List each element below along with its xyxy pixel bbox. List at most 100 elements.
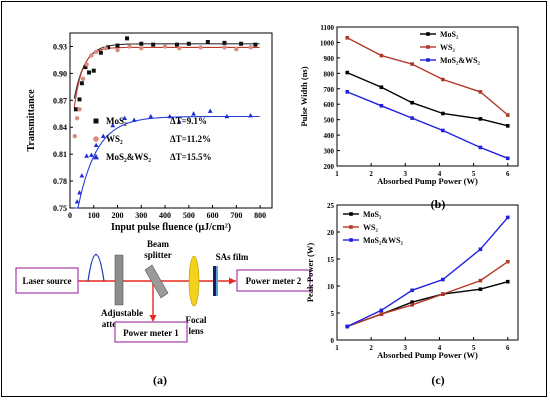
x-tick-label: 5 <box>472 170 476 178</box>
attenuator-plate-icon <box>114 254 124 306</box>
panel-label-a: (a) <box>153 373 167 387</box>
legend-delta-t: ΔT=9.1% <box>170 116 207 126</box>
legend-label: MoS₂&WS₂ <box>363 236 404 245</box>
legend-marker <box>349 212 353 216</box>
x-tick-label: 3 <box>404 344 408 352</box>
chart-pulse-width: 1 2 3 4 5 6 200 300 400 500 600 700 800 900 1000 1100 Ab… <box>299 24 519 186</box>
plot-frame <box>336 26 519 167</box>
y-tick-label: 0.84 <box>53 123 67 132</box>
power-meter-1-box <box>114 321 188 343</box>
x-tick-label: 6 <box>506 170 510 178</box>
data-point-square <box>115 43 120 48</box>
x-tick-label: 500 <box>183 211 195 220</box>
beam-label: Beam <box>147 239 169 249</box>
x-tick-label: 2 <box>369 170 373 178</box>
data-point-circle <box>103 46 108 51</box>
legend-label: MoS₂ <box>106 116 127 126</box>
x-tick-label: 200 <box>112 211 124 220</box>
legend-marker <box>349 225 353 229</box>
series-point <box>441 128 445 133</box>
data-point-square <box>77 97 82 102</box>
x-tick-label: 2 <box>369 344 373 352</box>
data-point-triangle <box>248 112 254 118</box>
y-tick-label: 400 <box>324 132 335 140</box>
legend-label: MoS₂&WS₂ <box>106 152 151 162</box>
y-tick-label: 10 <box>327 283 335 291</box>
data-point-triangle <box>224 113 230 119</box>
x-tick-label: 700 <box>230 211 242 220</box>
series-point <box>379 312 384 316</box>
y-tick-label: 800 <box>324 70 335 78</box>
legend-label: MoS₂&WS₂ <box>440 56 481 65</box>
y-tick-label: 0.87 <box>53 96 67 105</box>
legend-delta-t: ΔT=15.5% <box>170 152 212 162</box>
plot-frame <box>69 32 273 209</box>
data-point-square <box>106 45 111 50</box>
series-point <box>379 53 384 58</box>
panel-label-c: (c) <box>431 373 444 387</box>
data-point-triangle <box>93 142 99 147</box>
series-point <box>441 111 445 116</box>
y-tick-label: 500 <box>324 117 335 125</box>
series-line <box>346 91 509 159</box>
power-meter-1-label: Power meter 1 <box>123 328 179 338</box>
series-point <box>478 278 483 283</box>
data-point-triangle <box>100 133 106 139</box>
laser-source-box <box>15 267 79 294</box>
legend-delta-t: ΔT=11.2% <box>170 134 211 144</box>
legend-marker <box>93 118 99 124</box>
series-point <box>505 113 510 117</box>
chart-peak-power: 1 2 3 4 5 6 0 5 10 15 20 25 Absorbed Pump Power (W) P… <box>305 202 519 360</box>
y-tick-label: 5 <box>331 310 335 318</box>
series-point <box>410 288 414 293</box>
series-point <box>379 85 384 90</box>
x-tick-label: 600 <box>207 211 219 220</box>
series-point <box>379 308 384 313</box>
y-tick-label: 200 <box>324 163 335 171</box>
series-point <box>478 90 483 94</box>
data-point-circle <box>127 44 132 49</box>
panel-label-b: (b) <box>431 197 446 211</box>
data-point-square <box>186 41 191 46</box>
data-point-square <box>83 65 88 70</box>
data-point-triangle <box>131 117 137 122</box>
data-point-triangle <box>110 122 116 128</box>
series-point <box>410 100 414 105</box>
y-tick-label: 900 <box>324 55 335 63</box>
data-point-circle <box>162 44 168 49</box>
legend-label: WS₂ <box>106 134 123 144</box>
x-tick-label: 3 <box>404 170 408 178</box>
adjustable-label: Adjustable <box>101 308 143 318</box>
data-point-triangle <box>167 113 173 119</box>
x-tick-label: 0 <box>68 211 72 220</box>
data-point-triangle <box>77 190 82 195</box>
data-point-circle <box>177 46 182 51</box>
series-point <box>478 145 483 150</box>
y-tick-label: 0.81 <box>53 150 67 159</box>
power-meter-2-box <box>236 269 311 292</box>
y-tick-label: 1100 <box>320 24 334 32</box>
data-point-triangle <box>207 108 213 113</box>
legend-label: WS₂ <box>440 43 455 52</box>
x-tick-label: 1 <box>335 344 339 352</box>
sas-film-label: SAs film <box>216 252 249 262</box>
data-point-circle <box>234 46 239 52</box>
x-tick-label: 800 <box>254 211 266 220</box>
series-point <box>505 259 510 264</box>
data-point-circle <box>115 47 120 53</box>
data-point-square <box>73 107 78 112</box>
series-point <box>478 117 483 121</box>
legend-marker <box>426 58 430 62</box>
beam-arrowhead-down <box>149 315 157 322</box>
focal-lens-icon <box>188 255 200 307</box>
legend-label: MoS₂ <box>440 30 459 39</box>
data-point-circle <box>77 107 82 112</box>
data-point-triangle <box>122 115 128 121</box>
x-tick-label: 300 <box>135 211 147 220</box>
series-line <box>346 261 509 328</box>
x-tick-label: 5 <box>472 344 476 352</box>
data-point-triangle <box>191 111 196 116</box>
data-point-circle <box>72 134 77 139</box>
series-point <box>478 287 483 292</box>
